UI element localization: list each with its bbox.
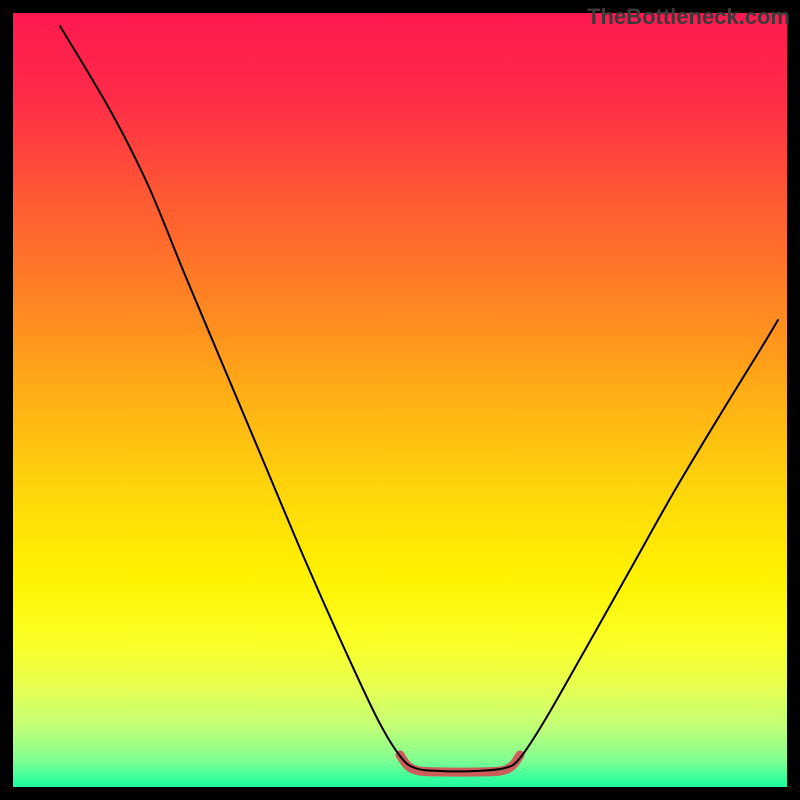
bottleneck-chart [0, 0, 800, 800]
chart-background [0, 0, 800, 800]
chart-container: TheBottleneck.com [0, 0, 800, 800]
